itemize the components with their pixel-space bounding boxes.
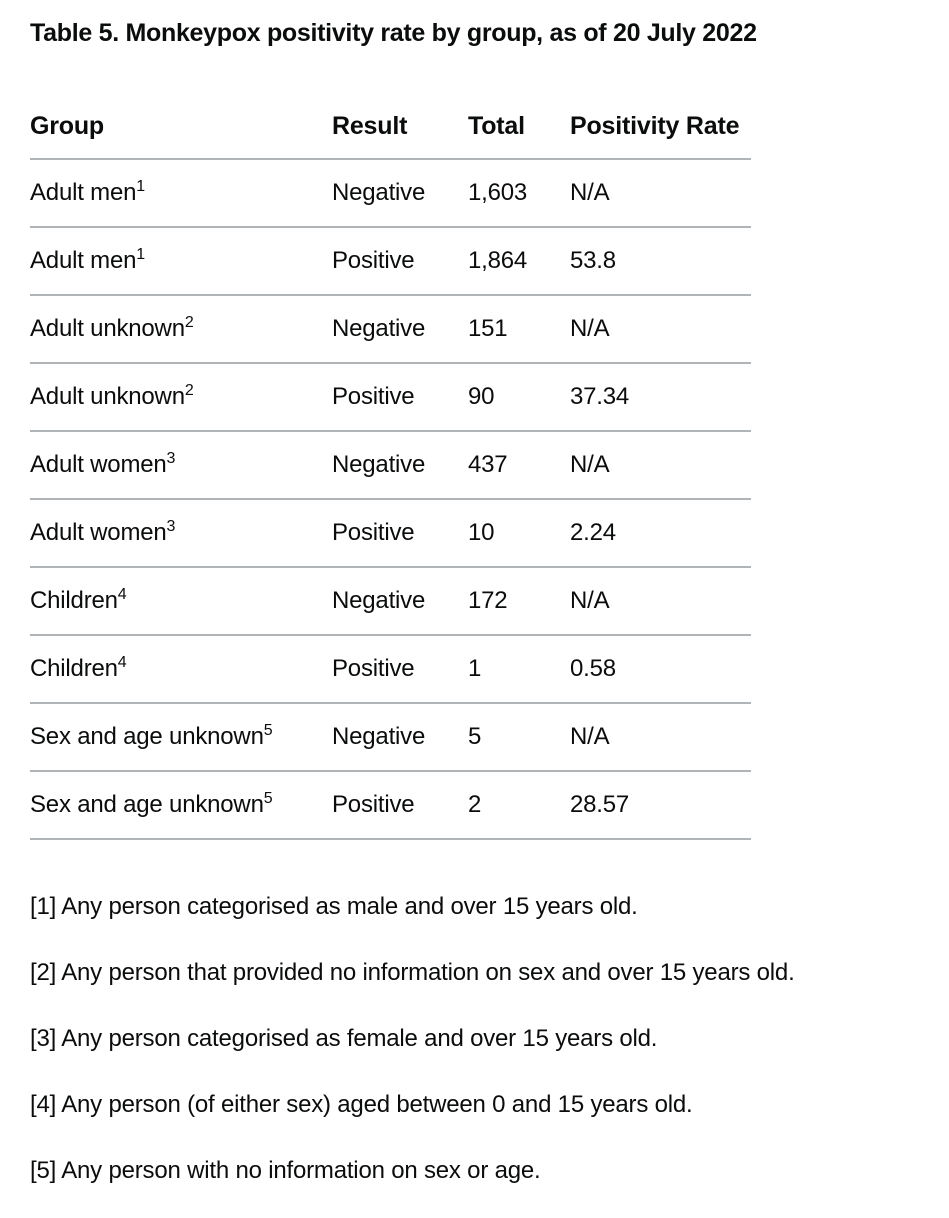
result-cell: Positive bbox=[332, 363, 468, 432]
column-header-result: Result bbox=[332, 94, 468, 160]
result-cell: Positive bbox=[332, 635, 468, 704]
footnote-ref: 3 bbox=[166, 450, 176, 467]
positivity-rate-cell: N/A bbox=[570, 703, 751, 772]
group-cell: Sex and age unknown5 bbox=[30, 771, 332, 840]
total-cell: 151 bbox=[468, 295, 570, 364]
positivity-rate-cell: N/A bbox=[570, 567, 751, 636]
footnote: [5] Any person with no information on se… bbox=[30, 1157, 541, 1184]
table-title: Table 5. Monkeypox positivity rate by gr… bbox=[30, 19, 757, 47]
footnote-ref: 2 bbox=[184, 382, 194, 399]
footnote-ref: 4 bbox=[117, 586, 127, 603]
result-cell: Positive bbox=[332, 771, 468, 840]
table-row: Sex and age unknown5 Positive 2 28.57 bbox=[30, 771, 751, 840]
group-cell: Adult women3 bbox=[30, 431, 332, 500]
group-label: Adult women bbox=[30, 451, 167, 478]
total-cell: 1,864 bbox=[468, 227, 570, 296]
footnote-ref: 3 bbox=[166, 518, 176, 535]
column-header-positivity-rate: Positivity Rate bbox=[570, 94, 751, 160]
group-cell: Adult unknown2 bbox=[30, 295, 332, 364]
footnote-ref: 5 bbox=[263, 722, 273, 739]
positivity-rate-cell: 28.57 bbox=[570, 771, 751, 840]
total-cell: 172 bbox=[468, 567, 570, 636]
group-label: Adult men bbox=[30, 179, 137, 206]
footnote-ref: 2 bbox=[184, 314, 194, 331]
result-cell: Positive bbox=[332, 227, 468, 296]
total-cell: 90 bbox=[468, 363, 570, 432]
group-label: Adult men bbox=[30, 247, 137, 274]
result-cell: Negative bbox=[332, 703, 468, 772]
column-header-group: Group bbox=[30, 94, 332, 160]
group-cell: Sex and age unknown5 bbox=[30, 703, 332, 772]
header-row: Group Result Total Positivity Rate bbox=[30, 94, 751, 160]
group-label: Adult unknown bbox=[30, 383, 185, 410]
column-header-total: Total bbox=[468, 94, 570, 160]
positivity-rate-cell: 2.24 bbox=[570, 499, 751, 568]
footnote-ref: 1 bbox=[136, 246, 145, 263]
group-cell: Children4 bbox=[30, 635, 332, 704]
positivity-rate-cell: N/A bbox=[570, 431, 751, 500]
group-label: Adult women bbox=[30, 519, 167, 546]
total-cell: 1 bbox=[468, 635, 570, 704]
table-row: Adult men1 Negative 1,603 N/A bbox=[30, 159, 751, 228]
positivity-rate-cell: N/A bbox=[570, 159, 751, 228]
table-row: Adult unknown2 Negative 151 N/A bbox=[30, 295, 751, 364]
footnote: [2] Any person that provided no informat… bbox=[30, 959, 795, 986]
positivity-rate-cell: N/A bbox=[570, 295, 751, 364]
group-label: Adult unknown bbox=[30, 315, 185, 342]
footnote-ref: 1 bbox=[136, 178, 145, 195]
footnote-ref: 4 bbox=[117, 654, 127, 671]
group-cell: Adult women3 bbox=[30, 499, 332, 568]
footnote: [1] Any person categorised as male and o… bbox=[30, 893, 638, 920]
table-row: Children4 Negative 172 N/A bbox=[30, 567, 751, 636]
result-cell: Negative bbox=[332, 431, 468, 500]
table-row: Sex and age unknown5 Negative 5 N/A bbox=[30, 703, 751, 772]
table-row: Adult women3 Negative 437 N/A bbox=[30, 431, 751, 500]
table-row: Adult unknown2 Positive 90 37.34 bbox=[30, 363, 751, 432]
total-cell: 437 bbox=[468, 431, 570, 500]
result-cell: Positive bbox=[332, 499, 468, 568]
positivity-rate-cell: 53.8 bbox=[570, 227, 751, 296]
total-cell: 10 bbox=[468, 499, 570, 568]
group-label: Children bbox=[30, 655, 118, 682]
table-body: Adult men1 Negative 1,603 N/A Adult men1… bbox=[30, 159, 751, 840]
group-label: Sex and age unknown bbox=[30, 791, 264, 818]
group-cell: Adult unknown2 bbox=[30, 363, 332, 432]
positivity-rate-cell: 0.58 bbox=[570, 635, 751, 704]
table-row: Children4 Positive 1 0.58 bbox=[30, 635, 751, 704]
footnote: [4] Any person (of either sex) aged betw… bbox=[30, 1091, 693, 1118]
total-cell: 5 bbox=[468, 703, 570, 772]
footnote: [3] Any person categorised as female and… bbox=[30, 1025, 658, 1052]
group-cell: Adult men1 bbox=[30, 159, 332, 228]
positivity-rate-cell: 37.34 bbox=[570, 363, 751, 432]
group-label: Sex and age unknown bbox=[30, 723, 264, 750]
result-cell: Negative bbox=[332, 567, 468, 636]
table-row: Adult men1 Positive 1,864 53.8 bbox=[30, 227, 751, 296]
footnotes: [1] Any person categorised as male and o… bbox=[30, 892, 919, 1186]
group-cell: Children4 bbox=[30, 567, 332, 636]
result-cell: Negative bbox=[332, 295, 468, 364]
positivity-table: Group Result Total Positivity Rate Adult… bbox=[30, 94, 751, 840]
footnote-ref: 5 bbox=[263, 790, 273, 807]
table-header: Group Result Total Positivity Rate bbox=[30, 94, 751, 160]
result-cell: Negative bbox=[332, 159, 468, 228]
total-cell: 2 bbox=[468, 771, 570, 840]
group-label: Children bbox=[30, 587, 118, 614]
group-cell: Adult men1 bbox=[30, 227, 332, 296]
page: Table 5. Monkeypox positivity rate by gr… bbox=[0, 18, 949, 1186]
table-row: Adult women3 Positive 10 2.24 bbox=[30, 499, 751, 568]
total-cell: 1,603 bbox=[468, 159, 570, 228]
